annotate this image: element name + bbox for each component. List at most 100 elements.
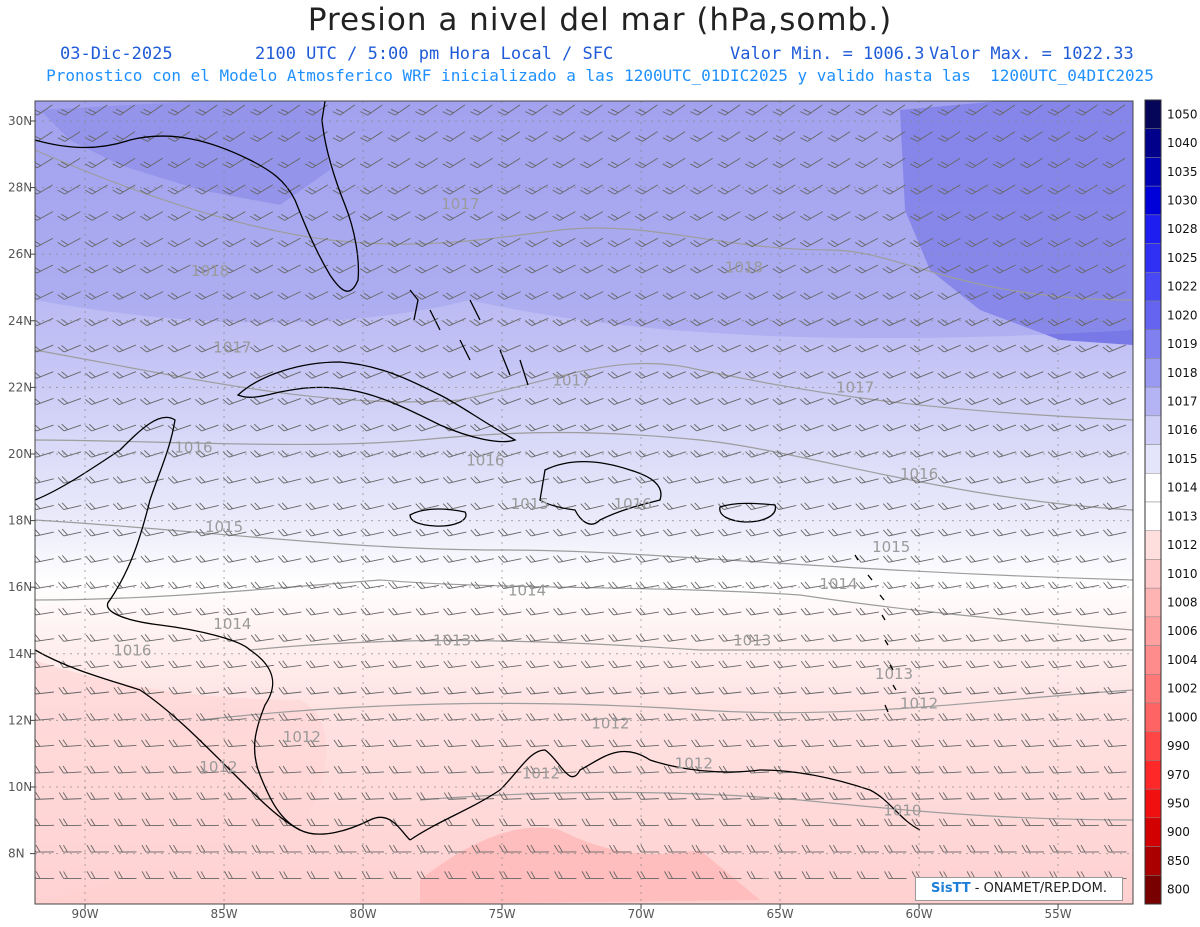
colorbar-swatch <box>1144 358 1162 388</box>
wind-barb <box>553 607 577 616</box>
wind-barb <box>553 739 577 748</box>
map-frame <box>34 100 1134 905</box>
max-value: Valor Max. = 1022.33 <box>929 44 1134 64</box>
isobar-line <box>419 791 1133 821</box>
wind-barb <box>745 423 769 432</box>
wind-barb <box>691 739 715 748</box>
wind-barb <box>773 739 797 748</box>
wind-barb <box>965 502 989 511</box>
colorbar-label: 1015 <box>1167 452 1198 466</box>
wind-barb <box>1075 660 1099 669</box>
wind-barb <box>1020 397 1044 406</box>
wind-barb <box>498 634 522 642</box>
wind-barb <box>525 450 549 458</box>
wind-barb <box>442 264 466 274</box>
wind-barb <box>691 871 715 880</box>
wind-barb <box>745 397 769 406</box>
wind-barb <box>471 818 495 827</box>
wind-barb <box>772 291 796 300</box>
wind-barb <box>141 765 165 774</box>
wind-barb <box>690 634 714 642</box>
isobar-label: 1013 <box>433 631 471 649</box>
wind-barb <box>1102 291 1126 300</box>
wind-barb <box>112 264 136 274</box>
wind-barb <box>524 237 549 248</box>
wind-barb <box>1103 765 1127 774</box>
wind-barb <box>222 423 247 432</box>
wind-barb <box>828 792 852 800</box>
wind-barb <box>635 157 658 169</box>
wind-barb <box>827 423 852 432</box>
lat-label: 22N <box>8 380 32 394</box>
wind-barb <box>554 844 577 853</box>
wind-barb <box>85 528 109 537</box>
wind-barb <box>222 131 246 142</box>
wind-barb <box>59 871 82 880</box>
wind-barb <box>57 184 81 195</box>
wind-barb <box>360 528 384 537</box>
wind-barb <box>1047 371 1072 379</box>
wind-barb <box>167 264 191 274</box>
wind-barb <box>828 765 852 774</box>
wind-barb <box>360 104 383 116</box>
wind-barb <box>414 291 439 300</box>
wind-barb <box>745 476 769 484</box>
wind-barb <box>938 686 962 695</box>
time-label: 2100 UTC / 5:00 pm Hora Local / SFC <box>255 44 614 64</box>
wind-barb <box>662 528 687 537</box>
wind-barb <box>1102 264 1126 274</box>
colorbar-swatch <box>1144 587 1162 618</box>
wind-barb <box>690 581 714 590</box>
wind-barb <box>526 792 550 800</box>
wind-barb <box>195 397 219 406</box>
colorbar-swatch <box>1144 846 1162 876</box>
wind-barb <box>690 476 714 484</box>
wind-barb <box>222 104 246 116</box>
wind-barb <box>689 237 714 248</box>
isobar-line <box>199 689 1133 721</box>
wind-barb <box>332 371 357 379</box>
lon-label: 55W <box>1044 907 1071 921</box>
wind-barb <box>1074 291 1099 300</box>
wind-barb <box>580 634 604 642</box>
wind-barb <box>635 131 658 142</box>
wind-barb <box>1075 476 1099 484</box>
wind-barb <box>745 371 769 379</box>
wind-barb <box>443 739 467 748</box>
wind-barb <box>718 818 742 827</box>
wind-barb <box>141 844 165 853</box>
wind-barb <box>937 131 961 142</box>
wind-barb <box>800 184 823 195</box>
wind-barb <box>1102 397 1127 406</box>
wind-barb <box>965 423 989 432</box>
wind-barb <box>607 264 631 274</box>
wind-barb <box>690 660 714 669</box>
wind-barb <box>470 317 494 327</box>
wind-barb <box>140 555 164 563</box>
wind-barb <box>607 502 632 511</box>
wind-barb <box>553 555 577 563</box>
wind-barb <box>86 818 110 827</box>
wind-barb <box>1047 423 1072 432</box>
wind-barb <box>746 844 770 853</box>
wind-barb <box>855 211 879 221</box>
wind-barb <box>800 528 824 537</box>
wind-barb <box>277 397 302 406</box>
wind-barb <box>827 344 851 353</box>
wind-barb <box>277 157 301 169</box>
wind-barb <box>168 686 192 695</box>
wind-barb <box>305 371 329 379</box>
wind-barb <box>1020 371 1044 379</box>
wind-barb <box>992 502 1017 511</box>
wind-barb <box>607 317 631 327</box>
wind-barb <box>305 686 329 695</box>
wind-barb <box>415 423 439 432</box>
wind-barb <box>1047 344 1071 353</box>
wind-barb <box>552 423 577 432</box>
wind-barb <box>993 634 1017 642</box>
wind-barb <box>250 131 273 142</box>
colorbar-label: 800 <box>1167 883 1190 897</box>
wind-barb <box>84 237 109 248</box>
wind-barb <box>1103 660 1127 669</box>
wind-barb <box>799 264 824 274</box>
